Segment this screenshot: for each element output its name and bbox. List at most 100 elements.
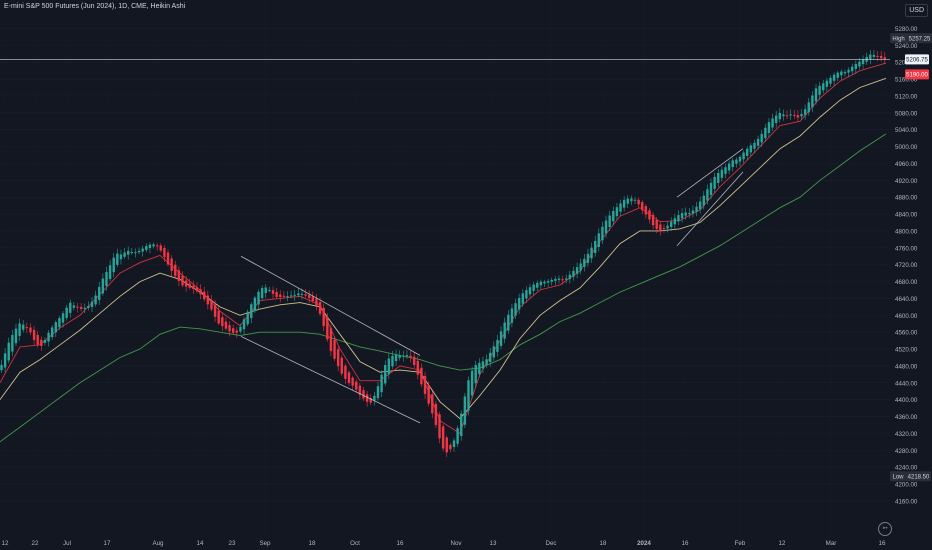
low-label-bg: [890, 471, 906, 482]
y-tick-label: 4840.00: [895, 212, 918, 219]
candle-body: [684, 212, 687, 216]
candle-body: [231, 328, 235, 333]
trendlines[interactable]: [240, 148, 744, 424]
candle-body: [358, 385, 362, 395]
candle-body: [427, 384, 430, 404]
lower-channel-line: [240, 336, 421, 424]
candle-body: [851, 66, 854, 72]
y-axis: 5280.005240.005200.005160.005120.005080.…: [895, 26, 918, 505]
candle-body: [105, 271, 108, 287]
candle-body: [192, 285, 195, 289]
candle-body: [0, 364, 3, 371]
candle-body: [735, 159, 738, 164]
candle-body: [308, 294, 311, 299]
y-tick-label: 4640.00: [895, 296, 918, 303]
high-label: High: [892, 36, 904, 42]
candle-body: [242, 319, 246, 330]
candle-body: [431, 394, 434, 414]
candle-body: [579, 263, 582, 271]
x-tick-label: Jul: [63, 540, 71, 547]
candle-body: [409, 355, 412, 358]
candle-body: [753, 142, 756, 149]
candle-body: [586, 253, 590, 263]
candle-body: [344, 365, 347, 379]
candle-body: [333, 339, 336, 359]
x-tick-label: 18: [600, 540, 607, 547]
candle-body: [83, 307, 86, 309]
candle-body: [72, 305, 76, 308]
candle-body: [633, 199, 637, 201]
candle-body: [239, 326, 242, 332]
ema-yellow-line: [0, 77, 887, 420]
candle-body: [170, 258, 173, 271]
candle-body: [365, 394, 369, 402]
candle-body: [847, 69, 850, 73]
y-tick-label: 5000.00: [895, 144, 918, 151]
price-axis[interactable]: [890, 0, 932, 536]
x-tick-label: 18: [309, 540, 316, 547]
x-axis[interactable]: 12 22 Jul 17 Aug 14 23 Sep 18 Oct 16 Nov 13 Dec 18 2024…: [2, 540, 886, 547]
y-tick-label: 4480.00: [895, 363, 918, 370]
high-value-bg: [907, 33, 932, 44]
candle-body: [112, 257, 115, 273]
candle-body: [612, 210, 615, 222]
candle-body: [36, 334, 39, 345]
candle-body: [423, 376, 427, 394]
candle-body: [789, 114, 792, 116]
candle-body: [87, 306, 90, 308]
candle-body: [720, 169, 724, 178]
x-tick-label: Aug: [152, 540, 164, 547]
candle-body: [550, 279, 553, 282]
candle-body: [557, 278, 561, 280]
candle-body: [127, 250, 130, 255]
candle-body: [496, 339, 499, 352]
candle-body: [814, 88, 818, 102]
candle-body: [11, 334, 14, 352]
candle-body: [94, 295, 97, 305]
candle-body: [532, 284, 535, 291]
candle-body: [376, 386, 380, 399]
candle-body: [677, 215, 680, 222]
candle-body: [65, 307, 68, 319]
candle-body: [54, 322, 57, 333]
upper-channel-line: [240, 255, 421, 356]
candle-body: [478, 362, 481, 375]
candle-body: [481, 361, 485, 369]
candle-body: [796, 115, 800, 118]
candle-body: [702, 195, 705, 206]
candle-body: [286, 295, 289, 297]
candle-body: [521, 293, 524, 304]
tradingview-logo-icon[interactable]: ➳: [878, 522, 892, 536]
candle-body: [304, 294, 307, 296]
candle-body: [872, 54, 876, 57]
candle-body: [568, 274, 572, 280]
candle-body: [293, 294, 296, 296]
candle-body: [626, 198, 629, 204]
y-tick-label: 5040.00: [895, 127, 918, 134]
candle-body: [300, 293, 304, 295]
candle-body: [648, 210, 651, 220]
candle-body: [159, 245, 162, 251]
candle-body: [742, 152, 745, 160]
y-tick-label: 4520.00: [895, 347, 918, 354]
candle-body: [452, 440, 456, 448]
candle-body: [329, 328, 333, 352]
currency-button[interactable]: USD: [905, 4, 928, 17]
candle-body: [69, 302, 72, 313]
x-tick-label: 23: [229, 540, 236, 547]
candle-body: [61, 313, 65, 323]
candle-body: [774, 115, 778, 124]
candle-body: [449, 444, 452, 450]
candle-body: [29, 327, 32, 333]
candle-body: [565, 278, 568, 280]
candle-body: [101, 278, 105, 294]
candle-body: [347, 372, 351, 384]
candle-body: [630, 198, 633, 202]
y-tick-label: 4720.00: [895, 262, 918, 269]
candle-body: [782, 114, 785, 117]
candle-body: [362, 390, 365, 399]
candle-body: [22, 324, 25, 330]
candle-body: [756, 138, 760, 146]
